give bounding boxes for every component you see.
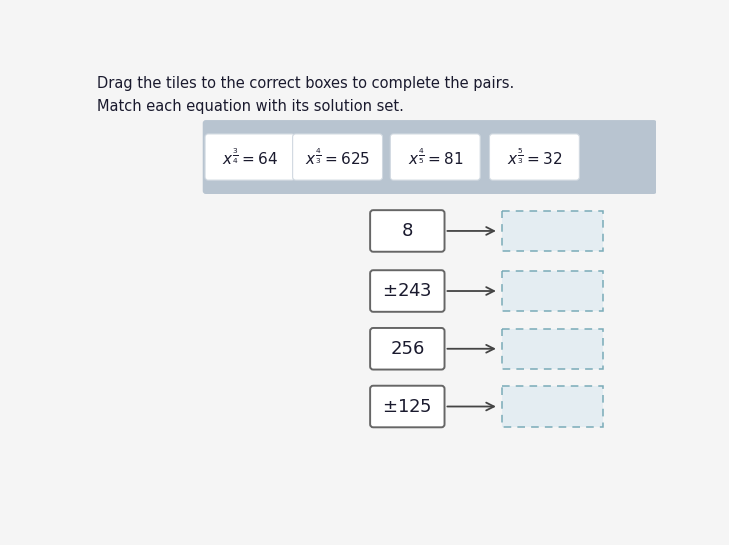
FancyBboxPatch shape — [390, 134, 480, 180]
FancyBboxPatch shape — [292, 134, 383, 180]
FancyBboxPatch shape — [205, 134, 295, 180]
FancyBboxPatch shape — [502, 386, 603, 427]
Text: $\pm243$: $\pm243$ — [382, 282, 432, 300]
FancyBboxPatch shape — [502, 271, 603, 311]
Text: Match each equation with its solution set.: Match each equation with its solution se… — [98, 99, 404, 114]
Text: 256: 256 — [390, 340, 424, 358]
FancyBboxPatch shape — [489, 134, 580, 180]
FancyBboxPatch shape — [370, 328, 445, 370]
Text: $x^{\frac{4}{5}} = 81$: $x^{\frac{4}{5}} = 81$ — [408, 147, 463, 167]
FancyBboxPatch shape — [203, 120, 657, 194]
FancyBboxPatch shape — [370, 386, 445, 427]
FancyBboxPatch shape — [502, 329, 603, 369]
FancyBboxPatch shape — [370, 210, 445, 252]
Text: $x^{\frac{4}{3}} = 625$: $x^{\frac{4}{3}} = 625$ — [305, 147, 370, 167]
Text: $\pm125$: $\pm125$ — [383, 397, 432, 415]
Text: $x^{\frac{5}{3}} = 32$: $x^{\frac{5}{3}} = 32$ — [507, 147, 562, 167]
FancyBboxPatch shape — [370, 270, 445, 312]
Text: 8: 8 — [402, 222, 413, 240]
FancyBboxPatch shape — [502, 211, 603, 251]
Text: $x^{\frac{3}{4}} = 64$: $x^{\frac{3}{4}} = 64$ — [222, 147, 278, 167]
Text: Drag the tiles to the correct boxes to complete the pairs.: Drag the tiles to the correct boxes to c… — [98, 76, 515, 91]
